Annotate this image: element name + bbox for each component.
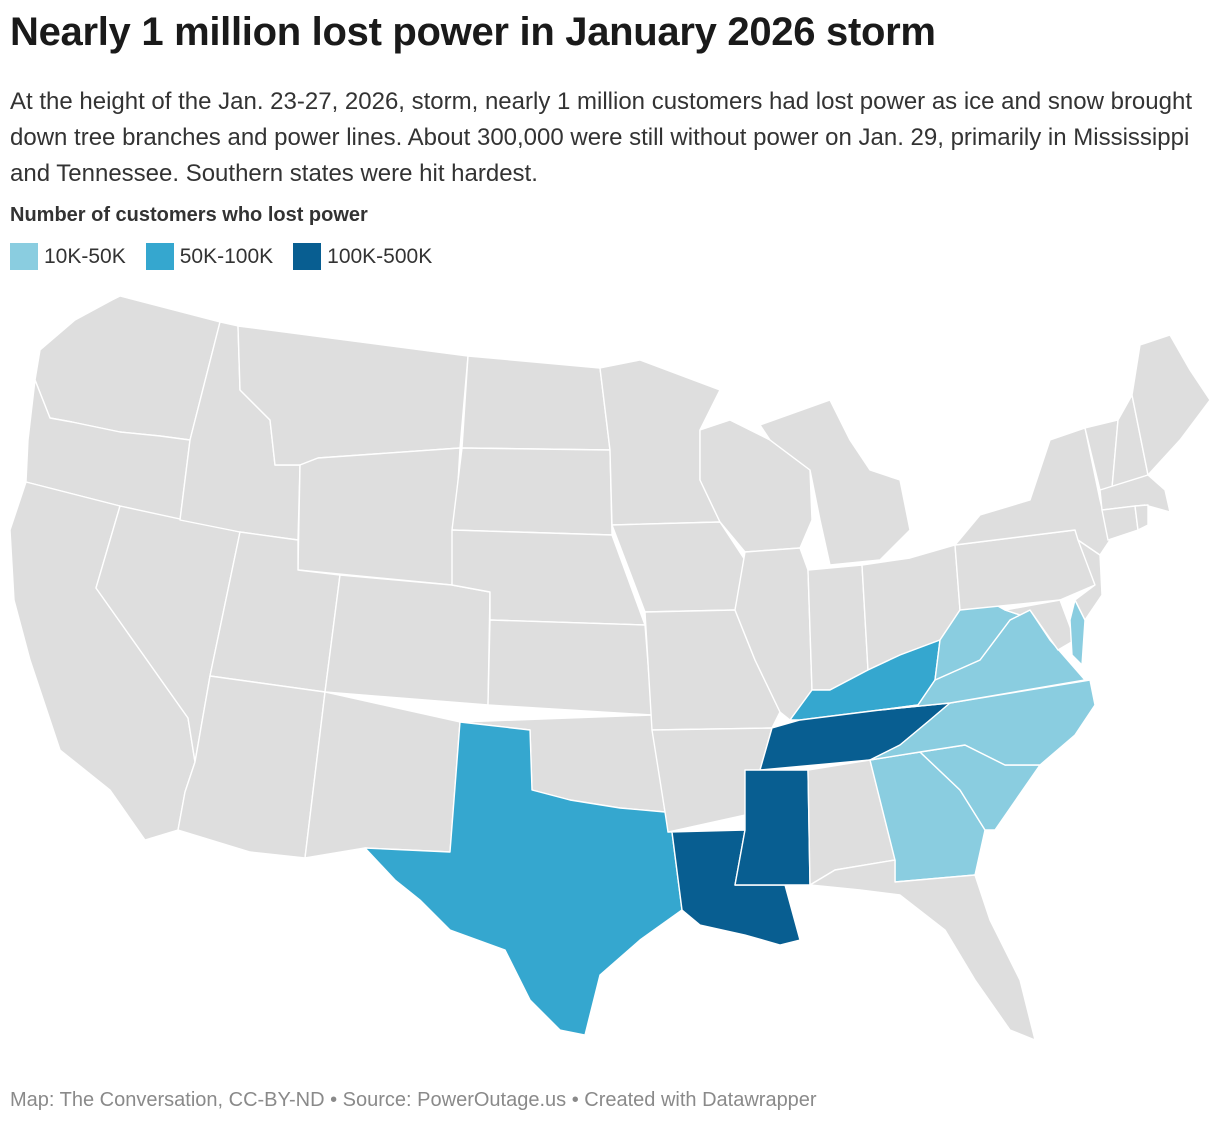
legend-item-10k-50k: 10K-50K [10,243,126,270]
legend-label-50k-100k: 50K-100K [179,244,274,268]
legend-item-100k-500k: 100K-500K [293,243,432,270]
state-indiana[interactable] [807,564,869,691]
legend: 10K-50K 50K-100K 100K-500K [10,243,452,270]
state-kansas[interactable] [487,619,653,716]
state-florida[interactable] [809,859,1036,1041]
legend-swatch-50k-100k [145,243,174,270]
state-washington[interactable] [34,295,221,441]
state-rhode-island[interactable] [1134,504,1149,531]
state-mississippi[interactable] [734,769,811,886]
state-south-dakota[interactable] [451,447,613,536]
footer-credits: Map: The Conversation, CC-BY-ND • Source… [10,1089,817,1111]
state-maryland[interactable] [1004,599,1076,651]
chart-description: At the height of the Jan. 23-27, 2026, s… [10,88,1192,187]
state-montana[interactable] [237,325,469,466]
legend-swatch-10k-50k [10,243,38,270]
legend-label-100k-500k: 100K-500K [327,244,433,268]
state-connecticut[interactable] [1101,505,1139,541]
chart-title: Nearly 1 million lost power in January 2… [10,10,936,54]
state-michigan[interactable] [759,399,911,566]
state-north-dakota[interactable] [461,355,611,451]
state-wisconsin[interactable] [699,419,813,553]
state-texas[interactable] [364,721,683,1036]
state-new-york[interactable] [954,427,1111,556]
state-wyoming[interactable] [297,447,461,586]
state-maine[interactable] [1131,334,1211,476]
state-new-mexico[interactable] [304,691,461,859]
state-colorado[interactable] [324,574,491,706]
legend-item-50k-100k: 50K-100K [145,243,274,270]
legend-title: Number of customers who lost power [10,204,368,226]
us-map [9,295,1211,1041]
state-north-carolina[interactable] [869,679,1096,766]
legend-label-10k-50k: 10K-50K [44,244,126,268]
legend-swatch-100k-500k [293,243,322,270]
